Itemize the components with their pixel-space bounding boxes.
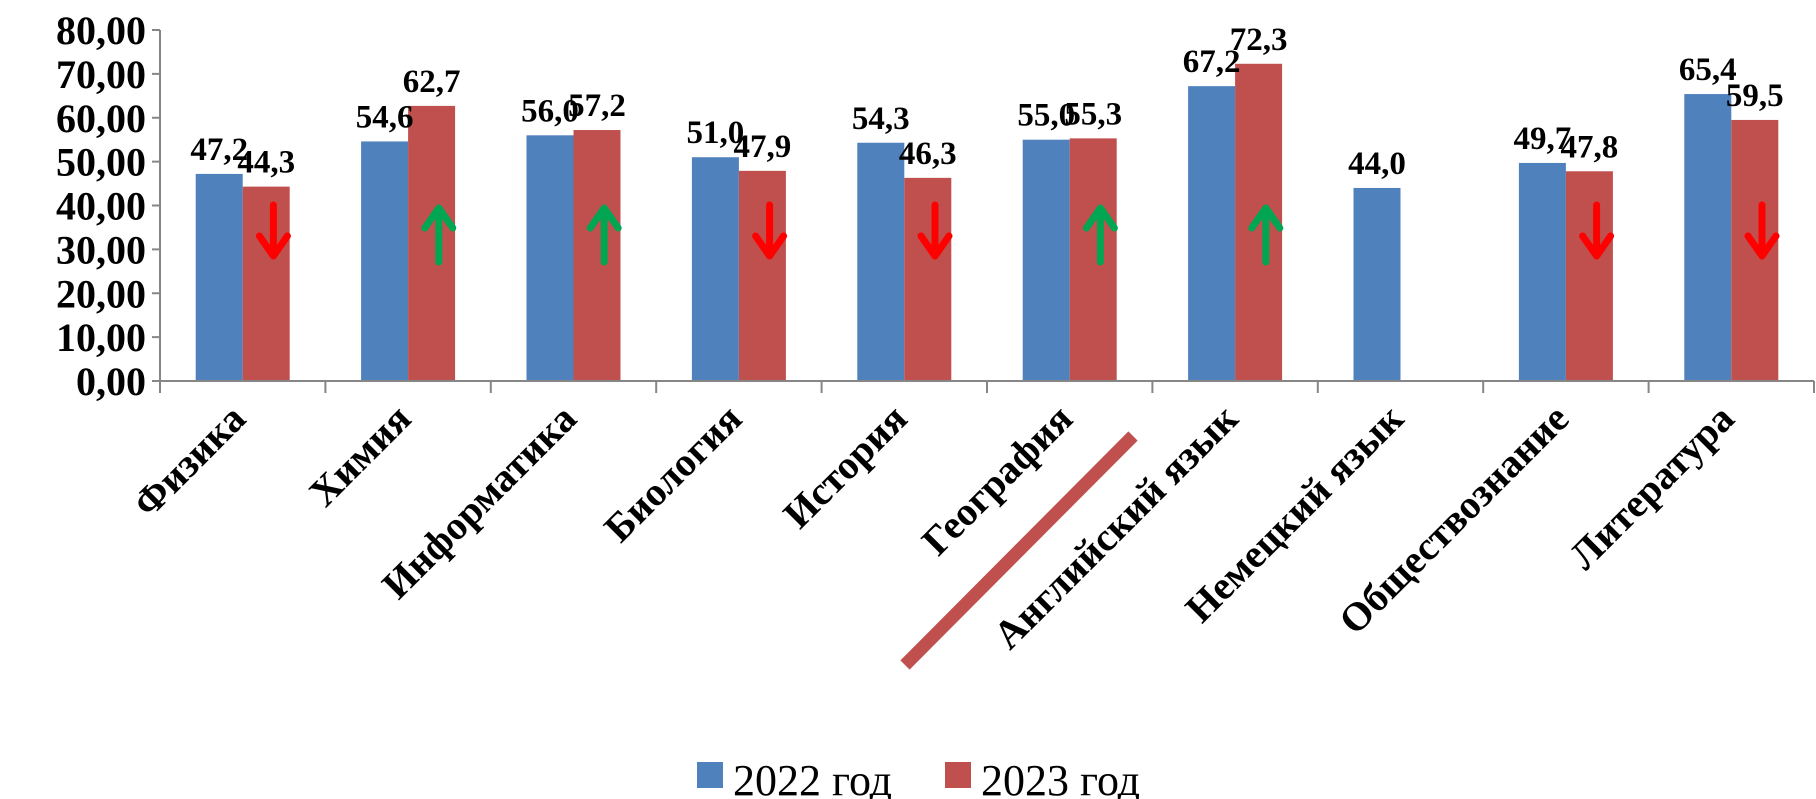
data-label: 57,2 bbox=[568, 88, 626, 124]
y-tick-label: 50,00 bbox=[56, 140, 146, 185]
data-label: 55,0 bbox=[1017, 98, 1075, 134]
y-tick-label: 10,00 bbox=[56, 315, 146, 360]
data-label: 54,6 bbox=[356, 99, 414, 135]
x-category-label: Физика bbox=[124, 396, 254, 526]
data-labels: 47,2 54,6 56,0 51,0 54,3 55,0 67,2 44,0 49,7 65,4… bbox=[190, 22, 1783, 182]
legend-label-2023: 2023 год bbox=[981, 756, 1140, 799]
legend-swatch-2023 bbox=[945, 762, 971, 788]
bar-2023 bbox=[1069, 138, 1117, 381]
data-label: 54,3 bbox=[852, 101, 910, 137]
data-label: 56,0 bbox=[521, 93, 579, 129]
bar-2023 bbox=[738, 170, 786, 381]
bar-2022 bbox=[1188, 86, 1236, 381]
legend-label-2022: 2022 год bbox=[733, 756, 892, 799]
data-label: 72,3 bbox=[1230, 22, 1288, 58]
data-label: 55,3 bbox=[1064, 96, 1122, 132]
bars bbox=[195, 63, 1779, 382]
bar-2023 bbox=[1565, 171, 1613, 381]
bar-2022 bbox=[1022, 139, 1070, 381]
trend-arrows bbox=[255, 201, 1780, 266]
y-tick-label: 20,00 bbox=[56, 271, 146, 316]
down-arrow-icon bbox=[1579, 201, 1615, 260]
legend-swatch-2022 bbox=[697, 762, 723, 788]
y-tick-label: 30,00 bbox=[56, 227, 146, 272]
up-arrow-icon bbox=[586, 204, 622, 266]
bar-2023 bbox=[904, 177, 952, 381]
x-category-label: Биология bbox=[595, 396, 750, 551]
bar-2022 bbox=[195, 173, 243, 381]
bar-2022 bbox=[526, 135, 574, 381]
bar-2022 bbox=[361, 141, 409, 381]
bar-2023 bbox=[573, 130, 621, 381]
bar-2022 bbox=[1353, 187, 1401, 381]
data-label: 44,3 bbox=[237, 145, 295, 181]
data-label: 65,4 bbox=[1679, 52, 1737, 88]
data-label: 47,2 bbox=[190, 132, 248, 168]
bar-2022 bbox=[1684, 94, 1732, 382]
y-tick-label: 0,00 bbox=[76, 359, 146, 404]
data-label: 67,2 bbox=[1183, 44, 1241, 80]
down-arrow-icon bbox=[1744, 201, 1780, 260]
strikethrough-annotation bbox=[900, 431, 1138, 670]
y-axis: 0,0010,0020,0030,0040,0050,0060,0070,008… bbox=[56, 8, 161, 404]
data-label: 47,8 bbox=[1561, 129, 1619, 165]
up-arrow-icon bbox=[421, 204, 457, 266]
data-label: 47,9 bbox=[734, 129, 792, 165]
data-label: 44,0 bbox=[1348, 146, 1406, 182]
x-category-label: Химия bbox=[300, 396, 419, 515]
down-arrow-icon bbox=[917, 201, 953, 260]
x-category-label: Литература bbox=[1560, 396, 1742, 578]
bar-2022 bbox=[1518, 162, 1566, 381]
data-label: 62,7 bbox=[403, 64, 461, 100]
up-arrow-icon bbox=[1248, 204, 1284, 266]
data-label: 59,5 bbox=[1726, 78, 1784, 114]
y-tick-label: 70,00 bbox=[56, 52, 146, 97]
up-arrow-icon bbox=[1082, 204, 1118, 266]
bar-2022 bbox=[691, 157, 739, 381]
y-tick-label: 40,00 bbox=[56, 184, 146, 229]
down-arrow-icon bbox=[752, 201, 788, 260]
data-label: 49,7 bbox=[1514, 121, 1572, 157]
x-category-label: География bbox=[913, 396, 1081, 564]
bar-2023 bbox=[408, 105, 456, 381]
y-tick-label: 60,00 bbox=[56, 96, 146, 141]
bar-2023 bbox=[242, 186, 290, 381]
legend: 2022 год 2023 год bbox=[697, 756, 1140, 799]
down-arrow-icon bbox=[255, 201, 291, 260]
y-tick-label: 80,00 bbox=[56, 8, 146, 53]
bar-2022 bbox=[857, 142, 905, 381]
x-category-label: История bbox=[774, 396, 915, 537]
data-label: 46,3 bbox=[899, 136, 957, 172]
data-label: 51,0 bbox=[687, 115, 745, 151]
